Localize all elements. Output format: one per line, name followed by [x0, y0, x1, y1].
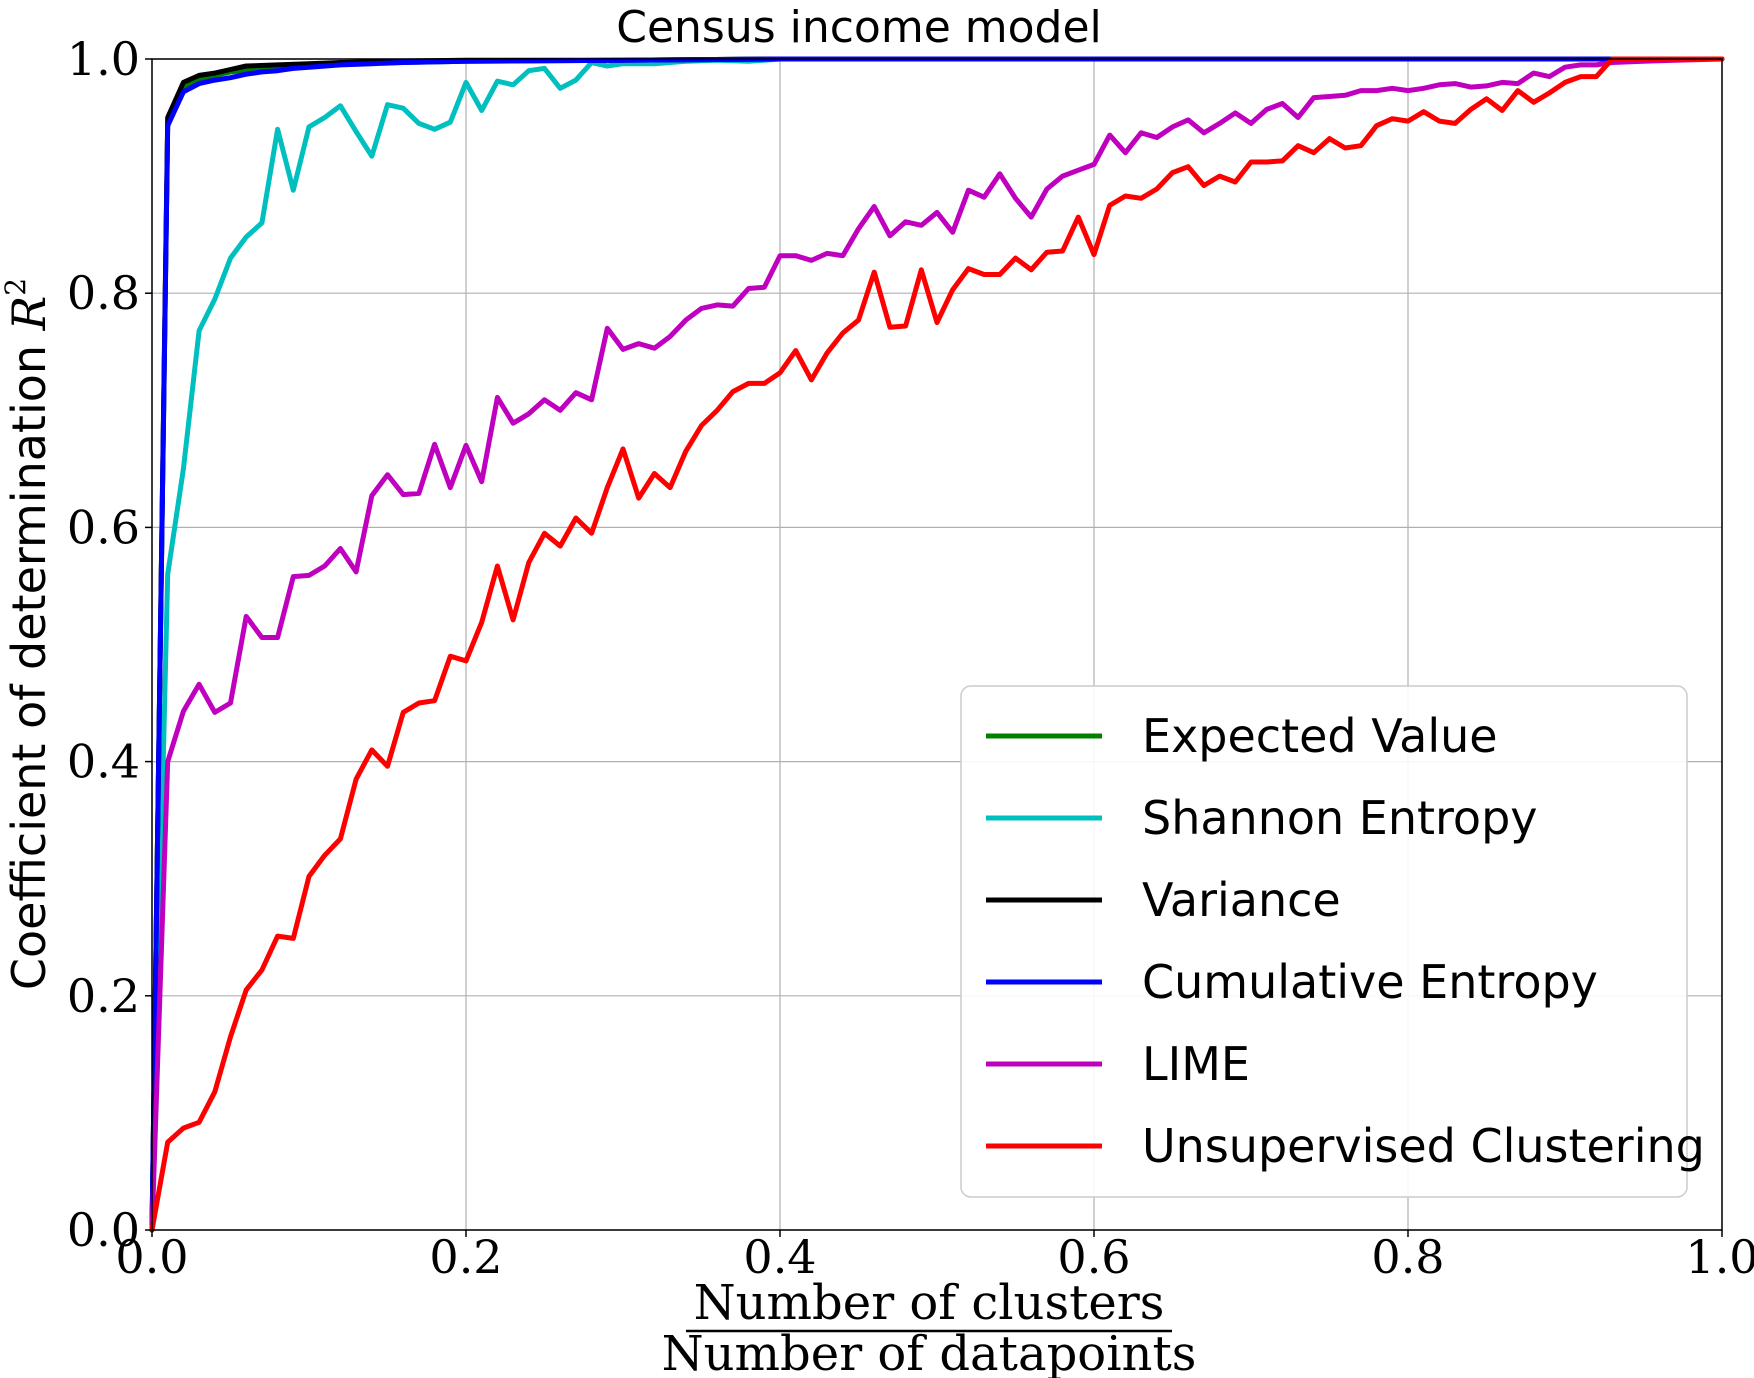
- plot-frame: [151, 58, 1723, 1231]
- y-tick-label-1: 0.2: [67, 969, 140, 1023]
- x-tick-label-5: 1.0: [1685, 1230, 1754, 1284]
- series-line-unsupervised-clustering: [149, 56, 1725, 1233]
- x-axis-label-denominator: Number of datapoints: [662, 1326, 1197, 1378]
- legend-box: [960, 685, 1688, 1198]
- y-tick-label-0: 0.0: [67, 1203, 140, 1257]
- series-line-lime: [149, 56, 1725, 1233]
- y-axis-label-text: Coefficient of determination: [2, 345, 56, 990]
- y-tick-label-4: 0.8: [67, 266, 140, 320]
- legend: Expected Value Shannon Entropy Variance Cum…: [960, 685, 1705, 1198]
- legend-label-unsupervised-clustering: Unsupervised Clustering: [1142, 1119, 1705, 1173]
- x-axis-label-numerator: Number of clusters: [694, 1275, 1165, 1331]
- x-tick-label-0: 0.0: [115, 1230, 188, 1284]
- legend-label-shannon-entropy: Shannon Entropy: [1142, 791, 1538, 845]
- y-tick-label-5: 1.0: [67, 32, 140, 86]
- chart-title: Census income model: [616, 2, 1102, 53]
- x-tick-label-1: 0.2: [429, 1230, 502, 1284]
- legend-label-expected-value: Expected Value: [1142, 709, 1498, 763]
- tick-labels: 0.0 0.2 0.4 0.6 0.8 1.0 0.0 0.2 0.4 0.6 0.8 1.0: [67, 32, 1754, 1284]
- y-tick-label-3: 0.6: [67, 500, 140, 554]
- y-axis-label: Coefficient of determination R2: [0, 278, 56, 990]
- y-axis-label-math: R: [2, 296, 56, 332]
- legend-label-lime: LIME: [1142, 1037, 1250, 1091]
- series-line-shannon-entropy: [149, 56, 1725, 1233]
- y-axis-label-sup: 2: [0, 278, 32, 296]
- x-tick-label-4: 0.8: [1371, 1230, 1444, 1284]
- x-axis-label: Number of clusters Number of datapoints: [662, 1275, 1197, 1378]
- series-line-cumulative-entropy: [149, 56, 1725, 1233]
- legend-label-cumulative-entropy: Cumulative Entropy: [1142, 955, 1598, 1009]
- y-tick-label-2: 0.4: [67, 735, 140, 789]
- legend-label-variance: Variance: [1142, 873, 1341, 927]
- series-lines: [149, 56, 1725, 1233]
- x-tick-label-2: 0.4: [743, 1230, 816, 1284]
- x-tick-label-3: 0.6: [1057, 1230, 1130, 1284]
- legend-items: Expected Value Shannon Entropy Variance Cum…: [986, 709, 1705, 1173]
